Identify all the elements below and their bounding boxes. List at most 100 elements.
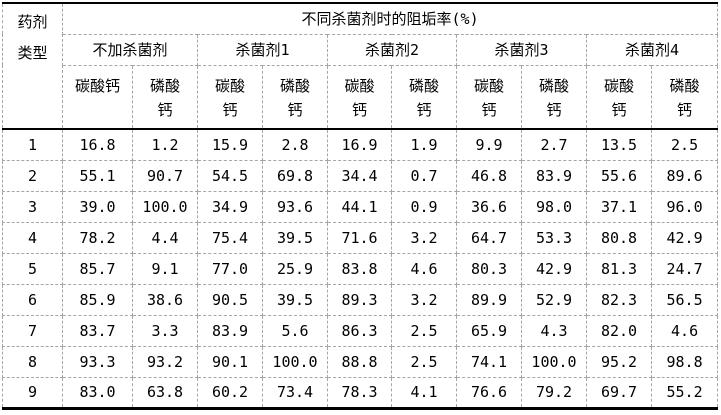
value-cell: 34.4	[327, 159, 392, 192]
value-cell: 96.0	[650, 190, 719, 223]
value-cell: 98.0	[521, 190, 587, 223]
value-cell: 38.6	[132, 283, 198, 316]
row-label: 5	[2, 252, 63, 285]
value-cell: 3.3	[132, 314, 198, 347]
value-cell: 83.7	[62, 314, 133, 347]
value-cell: 54.5	[197, 159, 263, 192]
value-cell: 2.5	[391, 345, 457, 378]
value-cell: 89.6	[650, 159, 719, 192]
value-cell: 79.2	[521, 376, 587, 409]
sub-header: 磷酸钙	[262, 64, 328, 130]
value-cell: 16.8	[62, 128, 133, 161]
value-cell: 80.3	[456, 252, 522, 285]
value-cell: 83.8	[327, 252, 392, 285]
value-cell: 55.2	[650, 376, 719, 409]
value-cell: 93.6	[262, 190, 328, 223]
value-cell: 56.5	[650, 283, 719, 316]
sub-header: 碳酸钙	[586, 64, 652, 130]
value-cell: 2.7	[521, 128, 587, 161]
value-cell: 5.6	[262, 314, 328, 347]
value-cell: 39.0	[62, 190, 133, 223]
table-row: 1 16.8 1.2 15.9 2.8 16.9 1.9 9.9 2.7 13.5 2.5	[2, 128, 719, 161]
row-label: 3	[2, 190, 63, 223]
value-cell: 74.1	[456, 345, 522, 378]
value-cell: 82.0	[586, 314, 652, 347]
value-cell: 81.3	[586, 252, 652, 285]
value-cell: 25.9	[262, 252, 328, 285]
value-cell: 83.0	[62, 376, 133, 409]
value-cell: 36.6	[456, 190, 522, 223]
value-cell: 42.9	[650, 221, 719, 254]
value-cell: 55.1	[62, 159, 133, 192]
row-label: 7	[2, 314, 63, 347]
value-cell: 52.9	[521, 283, 587, 316]
value-cell: 13.5	[586, 128, 652, 161]
group-header: 不加杀菌剂	[62, 33, 198, 66]
sub-header: 磷酸钙	[132, 64, 198, 130]
value-cell: 77.0	[197, 252, 263, 285]
value-cell: 37.1	[586, 190, 652, 223]
value-cell: 83.9	[521, 159, 587, 192]
value-cell: 90.1	[197, 345, 263, 378]
sub-header-row: 碳酸钙 磷酸钙碳酸钙磷酸钙碳酸钙磷酸钙碳酸钙磷酸钙碳酸钙磷酸钙	[3, 64, 719, 130]
value-cell: 65.9	[456, 314, 522, 347]
value-cell: 44.1	[327, 190, 392, 223]
value-cell: 90.5	[197, 283, 263, 316]
value-cell: 100.0	[521, 345, 587, 378]
value-cell: 64.7	[456, 221, 522, 254]
group-header: 杀菌剂3	[456, 33, 587, 66]
value-cell: 3.2	[391, 221, 457, 254]
table-body: 1 16.8 1.2 15.9 2.8 16.9 1.9 9.9 2.7 13.5 2.5 2 55.1…	[2, 128, 719, 409]
scale-inhibition-rate-table: 药剂 类型 不同杀菌剂时的阻垢率(%) 不加杀菌剂 杀菌剂1 杀菌剂2 杀菌剂3 杀菌剂…	[2, 2, 719, 410]
value-cell: 100.0	[262, 345, 328, 378]
value-cell: 86.3	[327, 314, 392, 347]
value-cell: 98.8	[650, 345, 719, 378]
value-cell: 78.2	[62, 221, 133, 254]
value-cell: 1.9	[391, 128, 457, 161]
corner-header-line1: 药剂	[17, 13, 48, 31]
sub-header: 碳酸钙	[62, 64, 133, 130]
value-cell: 75.4	[197, 221, 263, 254]
table-row: 2 55.1 90.7 54.5 69.8 34.4 0.7 46.8 83.9 55.6 89.6	[2, 159, 719, 192]
value-cell: 85.7	[62, 252, 133, 285]
sub-header: 碳酸钙	[197, 64, 263, 130]
sub-header: 碳酸钙	[327, 64, 392, 130]
sub-header: 磷酸钙	[521, 64, 587, 130]
value-cell: 34.9	[197, 190, 263, 223]
table-row: 4 78.2 4.4 75.4 39.5 71.6 3.2 64.7 53.3 80.8 42.9	[2, 221, 719, 254]
value-cell: 88.8	[327, 345, 392, 378]
value-cell: 60.2	[197, 376, 263, 409]
row-label: 9	[2, 376, 63, 409]
group-header-row: 不加杀菌剂 杀菌剂1 杀菌剂2 杀菌剂3 杀菌剂4	[3, 33, 719, 66]
value-cell: 4.1	[391, 376, 457, 409]
value-cell: 76.6	[456, 376, 522, 409]
value-cell: 89.3	[327, 283, 392, 316]
value-cell: 93.2	[132, 345, 198, 378]
value-cell: 0.7	[391, 159, 457, 192]
value-cell: 16.9	[327, 128, 392, 161]
group-header: 杀菌剂1	[197, 33, 328, 66]
sub-header: 磷酸钙	[391, 64, 457, 130]
value-cell: 24.7	[650, 252, 719, 285]
value-cell: 1.2	[132, 128, 198, 161]
value-cell: 69.8	[262, 159, 328, 192]
value-cell: 2.5	[391, 314, 457, 347]
value-cell: 63.8	[132, 376, 198, 409]
row-label: 4	[2, 221, 63, 254]
value-cell: 39.5	[262, 283, 328, 316]
value-cell: 100.0	[132, 190, 198, 223]
value-cell: 2.5	[650, 128, 719, 161]
table-row: 9 83.0 63.8 60.2 73.4 78.3 4.1 76.6 79.2 69.7 55.2	[2, 376, 719, 409]
group-header: 杀菌剂2	[327, 33, 457, 66]
value-cell: 9.1	[132, 252, 198, 285]
table-row: 5 85.7 9.1 77.0 25.9 83.8 4.6 80.3 42.9 81.3 24.7	[2, 252, 719, 285]
value-cell: 83.9	[197, 314, 263, 347]
value-cell: 82.3	[586, 283, 652, 316]
value-cell: 69.7	[586, 376, 652, 409]
value-cell: 85.9	[62, 283, 133, 316]
value-cell: 4.3	[521, 314, 587, 347]
value-cell: 0.9	[391, 190, 457, 223]
value-cell: 80.8	[586, 221, 652, 254]
value-cell: 15.9	[197, 128, 263, 161]
